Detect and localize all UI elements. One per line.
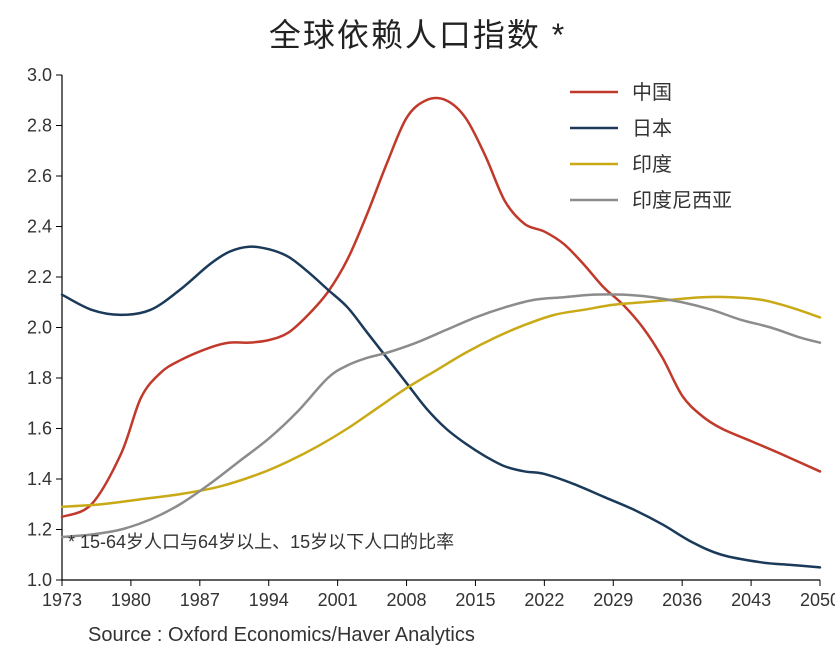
chart-source: Source : Oxford Economics/Haver Analytic… [88, 624, 475, 647]
x-tick-label: 2001 [318, 590, 358, 610]
y-tick-label: 1.2 [27, 520, 52, 540]
legend-label: 中国 [632, 81, 672, 104]
legend-label: 印度 [632, 153, 672, 176]
legend-label: 日本 [632, 117, 672, 140]
y-tick-label: 2.6 [27, 166, 52, 186]
y-tick-label: 3.0 [27, 65, 52, 85]
series-line [62, 294, 820, 537]
y-tick-label: 2.0 [27, 318, 52, 338]
y-tick-label: 2.4 [27, 217, 52, 237]
series-line [62, 247, 820, 568]
series-line [62, 297, 820, 507]
dependency-ratio-chart: 全球依赖人口指数 * 1.01.21.41.61.82.02.22.42.62.… [0, 0, 835, 661]
x-tick-label: 2043 [731, 590, 771, 610]
x-tick-label: 1973 [42, 590, 82, 610]
y-tick-label: 1.4 [27, 469, 52, 489]
x-tick-label: 2029 [593, 590, 633, 610]
x-tick-label: 2022 [524, 590, 564, 610]
y-tick-label: 1.6 [27, 419, 52, 439]
x-tick-label: 1980 [111, 590, 151, 610]
chart-footnote: * 15-64岁人口与64岁以上、15岁以下人口的比率 [68, 528, 454, 554]
legend-label: 印度尼西亚 [632, 189, 732, 212]
y-tick-label: 2.2 [27, 267, 52, 287]
chart-svg: 1.0 1.2 1.4 1.6 1.8 2.0 2.2 2.4 2.6 2.8 3.0 1973 198… [0, 0, 835, 661]
x-tick-label: 1987 [180, 590, 220, 610]
y-tick-label: 2.8 [27, 116, 52, 136]
x-tick-label: 2036 [662, 590, 702, 610]
y-tick-label: 1.8 [27, 368, 52, 388]
y-tick-label: 1.0 [27, 570, 52, 590]
x-tick-label: 2050 [800, 590, 835, 610]
x-tick-label: 2008 [387, 590, 427, 610]
x-tick-label: 2015 [455, 590, 495, 610]
x-tick-label: 1994 [249, 590, 289, 610]
